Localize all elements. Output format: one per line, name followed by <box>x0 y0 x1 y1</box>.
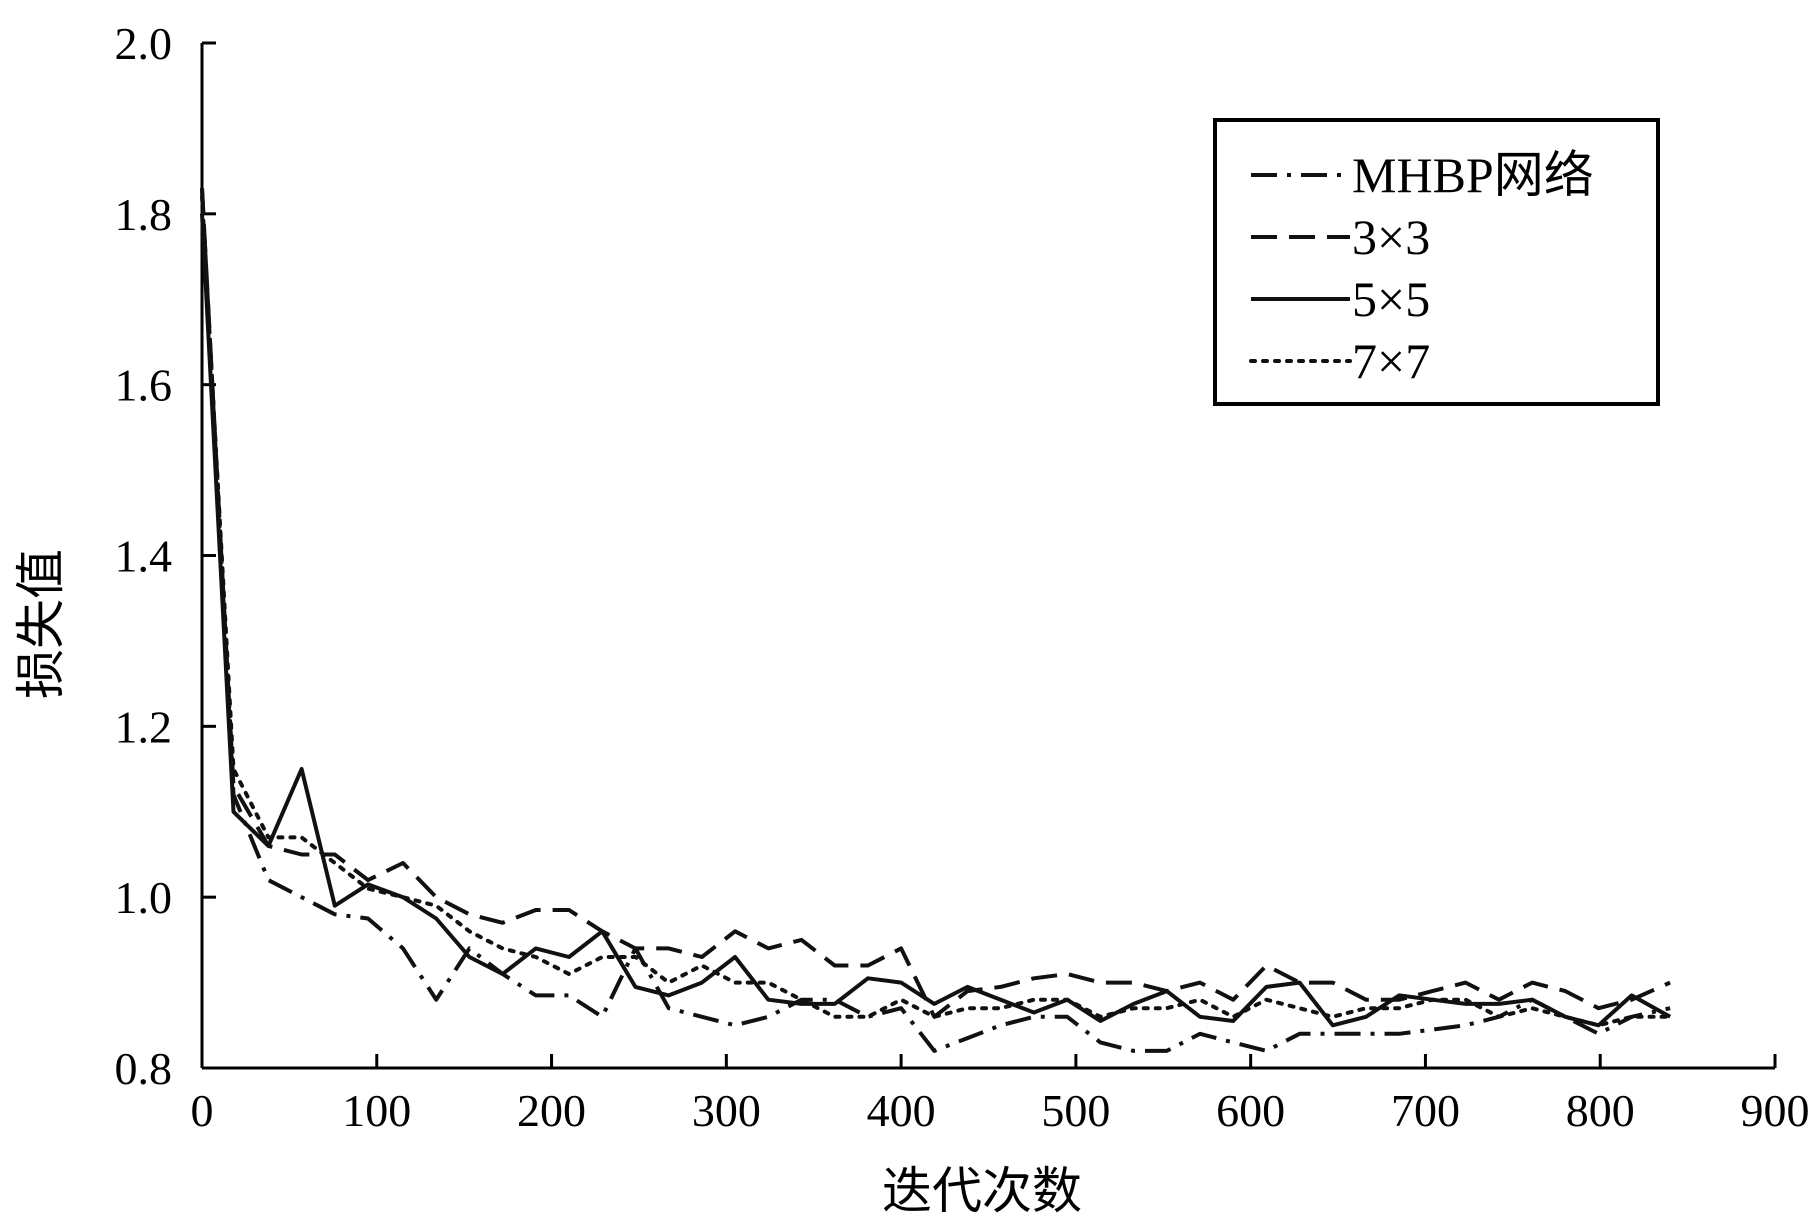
y-tick-label: 1.4 <box>115 531 173 582</box>
series-line-0 <box>200 188 1671 1053</box>
x-tick-label: 900 <box>1741 1085 1810 1136</box>
x-tick-label: 500 <box>1041 1085 1110 1136</box>
x-tick-label: 200 <box>517 1085 586 1136</box>
x-tick-label: 700 <box>1391 1085 1460 1136</box>
series-layer <box>200 188 1673 1053</box>
axes: 0 100 200 300 400 500 600 700 800 900 0.8 1.0 1.2 1.4… <box>115 18 1810 1136</box>
y-tick-label: 1.2 <box>115 701 173 752</box>
legend-label: 7×7 <box>1352 333 1430 389</box>
legend: MHBP网络 3×3 5×5 7×7 <box>1213 118 1660 406</box>
y-tick-label: 1.0 <box>115 872 173 923</box>
x-tick-label: 0 <box>191 1085 214 1136</box>
legend-label: 5×5 <box>1352 271 1430 327</box>
x-axis-label: 迭代次数 <box>882 1162 1082 1220</box>
x-tick-label: 100 <box>342 1085 411 1136</box>
x-tick-label: 600 <box>1216 1085 1285 1136</box>
x-tick-label: 400 <box>867 1085 936 1136</box>
y-tick-label: 1.8 <box>115 189 173 240</box>
y-axis-label: 损失值 <box>12 549 70 699</box>
series-line-2 <box>200 213 1672 1028</box>
x-tick-label: 300 <box>692 1085 761 1136</box>
y-tick-label: 0.8 <box>115 1043 173 1094</box>
y-tick-label: 1.6 <box>115 360 173 411</box>
x-tick-label: 800 <box>1566 1085 1635 1136</box>
legend-label: 3×3 <box>1352 209 1430 265</box>
legend-box <box>1213 118 1660 406</box>
series-line-3 <box>200 194 1673 1028</box>
y-tick-label: 2.0 <box>115 18 173 69</box>
legend-label: MHBP网络 <box>1352 147 1594 203</box>
